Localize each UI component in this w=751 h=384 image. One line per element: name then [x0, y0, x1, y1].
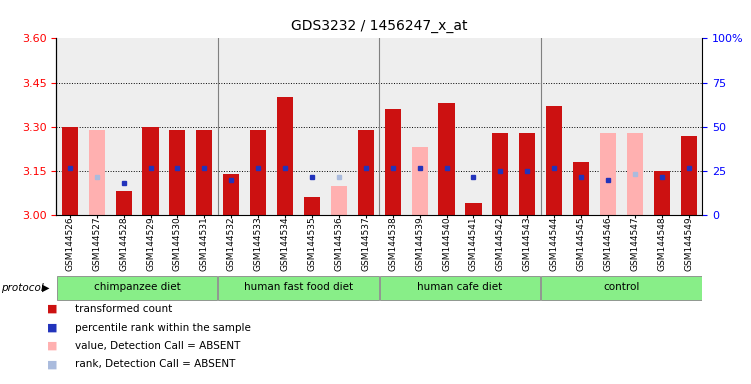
Text: GSM144548: GSM144548	[657, 216, 666, 271]
Bar	[330, 185, 347, 215]
Bar	[89, 130, 105, 215]
Text: ■: ■	[47, 341, 58, 351]
Text: GDS3232 / 1456247_x_at: GDS3232 / 1456247_x_at	[291, 19, 468, 33]
Text: ■: ■	[47, 359, 58, 369]
Bar	[357, 130, 374, 215]
Text: protocol: protocol	[2, 283, 44, 293]
Bar	[653, 171, 670, 215]
Text: percentile rank within the sample: percentile rank within the sample	[75, 323, 251, 333]
Text: ■: ■	[47, 323, 58, 333]
Text: GSM144543: GSM144543	[523, 216, 532, 271]
Text: transformed count: transformed count	[75, 304, 172, 314]
Text: GSM144527: GSM144527	[92, 216, 101, 271]
Bar	[493, 132, 508, 215]
Bar	[546, 106, 562, 215]
Text: GSM144530: GSM144530	[173, 216, 182, 271]
Bar	[277, 97, 293, 215]
Bar	[143, 127, 158, 215]
Text: GSM144535: GSM144535	[307, 216, 316, 271]
Text: GSM144536: GSM144536	[334, 216, 343, 271]
Text: GSM144549: GSM144549	[684, 216, 693, 271]
Text: GSM144544: GSM144544	[550, 216, 559, 271]
Bar	[412, 147, 428, 215]
Bar	[439, 103, 454, 215]
Text: GSM144529: GSM144529	[146, 216, 155, 271]
Bar	[627, 132, 643, 215]
Text: GSM144540: GSM144540	[442, 216, 451, 271]
Text: human fast food diet: human fast food diet	[244, 283, 353, 293]
Bar	[196, 130, 213, 215]
Bar	[519, 132, 535, 215]
Text: value, Detection Call = ABSENT: value, Detection Call = ABSENT	[75, 341, 240, 351]
Text: GSM144542: GSM144542	[496, 216, 505, 271]
Bar	[304, 197, 320, 215]
Text: GSM144541: GSM144541	[469, 216, 478, 271]
Text: GSM144538: GSM144538	[388, 216, 397, 271]
Bar	[600, 132, 616, 215]
Text: GSM144526: GSM144526	[65, 216, 74, 271]
Text: GSM144539: GSM144539	[415, 216, 424, 271]
Bar	[573, 162, 589, 215]
Bar	[680, 136, 697, 215]
Text: GSM144528: GSM144528	[119, 216, 128, 271]
FancyBboxPatch shape	[380, 276, 540, 300]
Bar	[170, 130, 185, 215]
Bar	[385, 109, 401, 215]
FancyBboxPatch shape	[219, 276, 379, 300]
Text: GSM144537: GSM144537	[361, 216, 370, 271]
Bar	[62, 127, 78, 215]
Text: GSM144532: GSM144532	[227, 216, 236, 271]
Text: GSM144546: GSM144546	[604, 216, 613, 271]
FancyBboxPatch shape	[57, 276, 217, 300]
Text: GSM144545: GSM144545	[577, 216, 586, 271]
Bar	[466, 203, 481, 215]
Text: human cafe diet: human cafe diet	[418, 283, 502, 293]
Text: ▶: ▶	[42, 283, 50, 293]
Text: GSM144533: GSM144533	[254, 216, 263, 271]
Text: rank, Detection Call = ABSENT: rank, Detection Call = ABSENT	[75, 359, 236, 369]
Text: control: control	[603, 283, 640, 293]
Bar	[223, 174, 240, 215]
Bar	[116, 192, 131, 215]
Text: ■: ■	[47, 304, 58, 314]
Text: GSM144534: GSM144534	[281, 216, 290, 271]
FancyBboxPatch shape	[541, 276, 701, 300]
Text: chimpanzee diet: chimpanzee diet	[94, 283, 180, 293]
Text: GSM144547: GSM144547	[630, 216, 639, 271]
Text: GSM144531: GSM144531	[200, 216, 209, 271]
Bar	[250, 130, 266, 215]
